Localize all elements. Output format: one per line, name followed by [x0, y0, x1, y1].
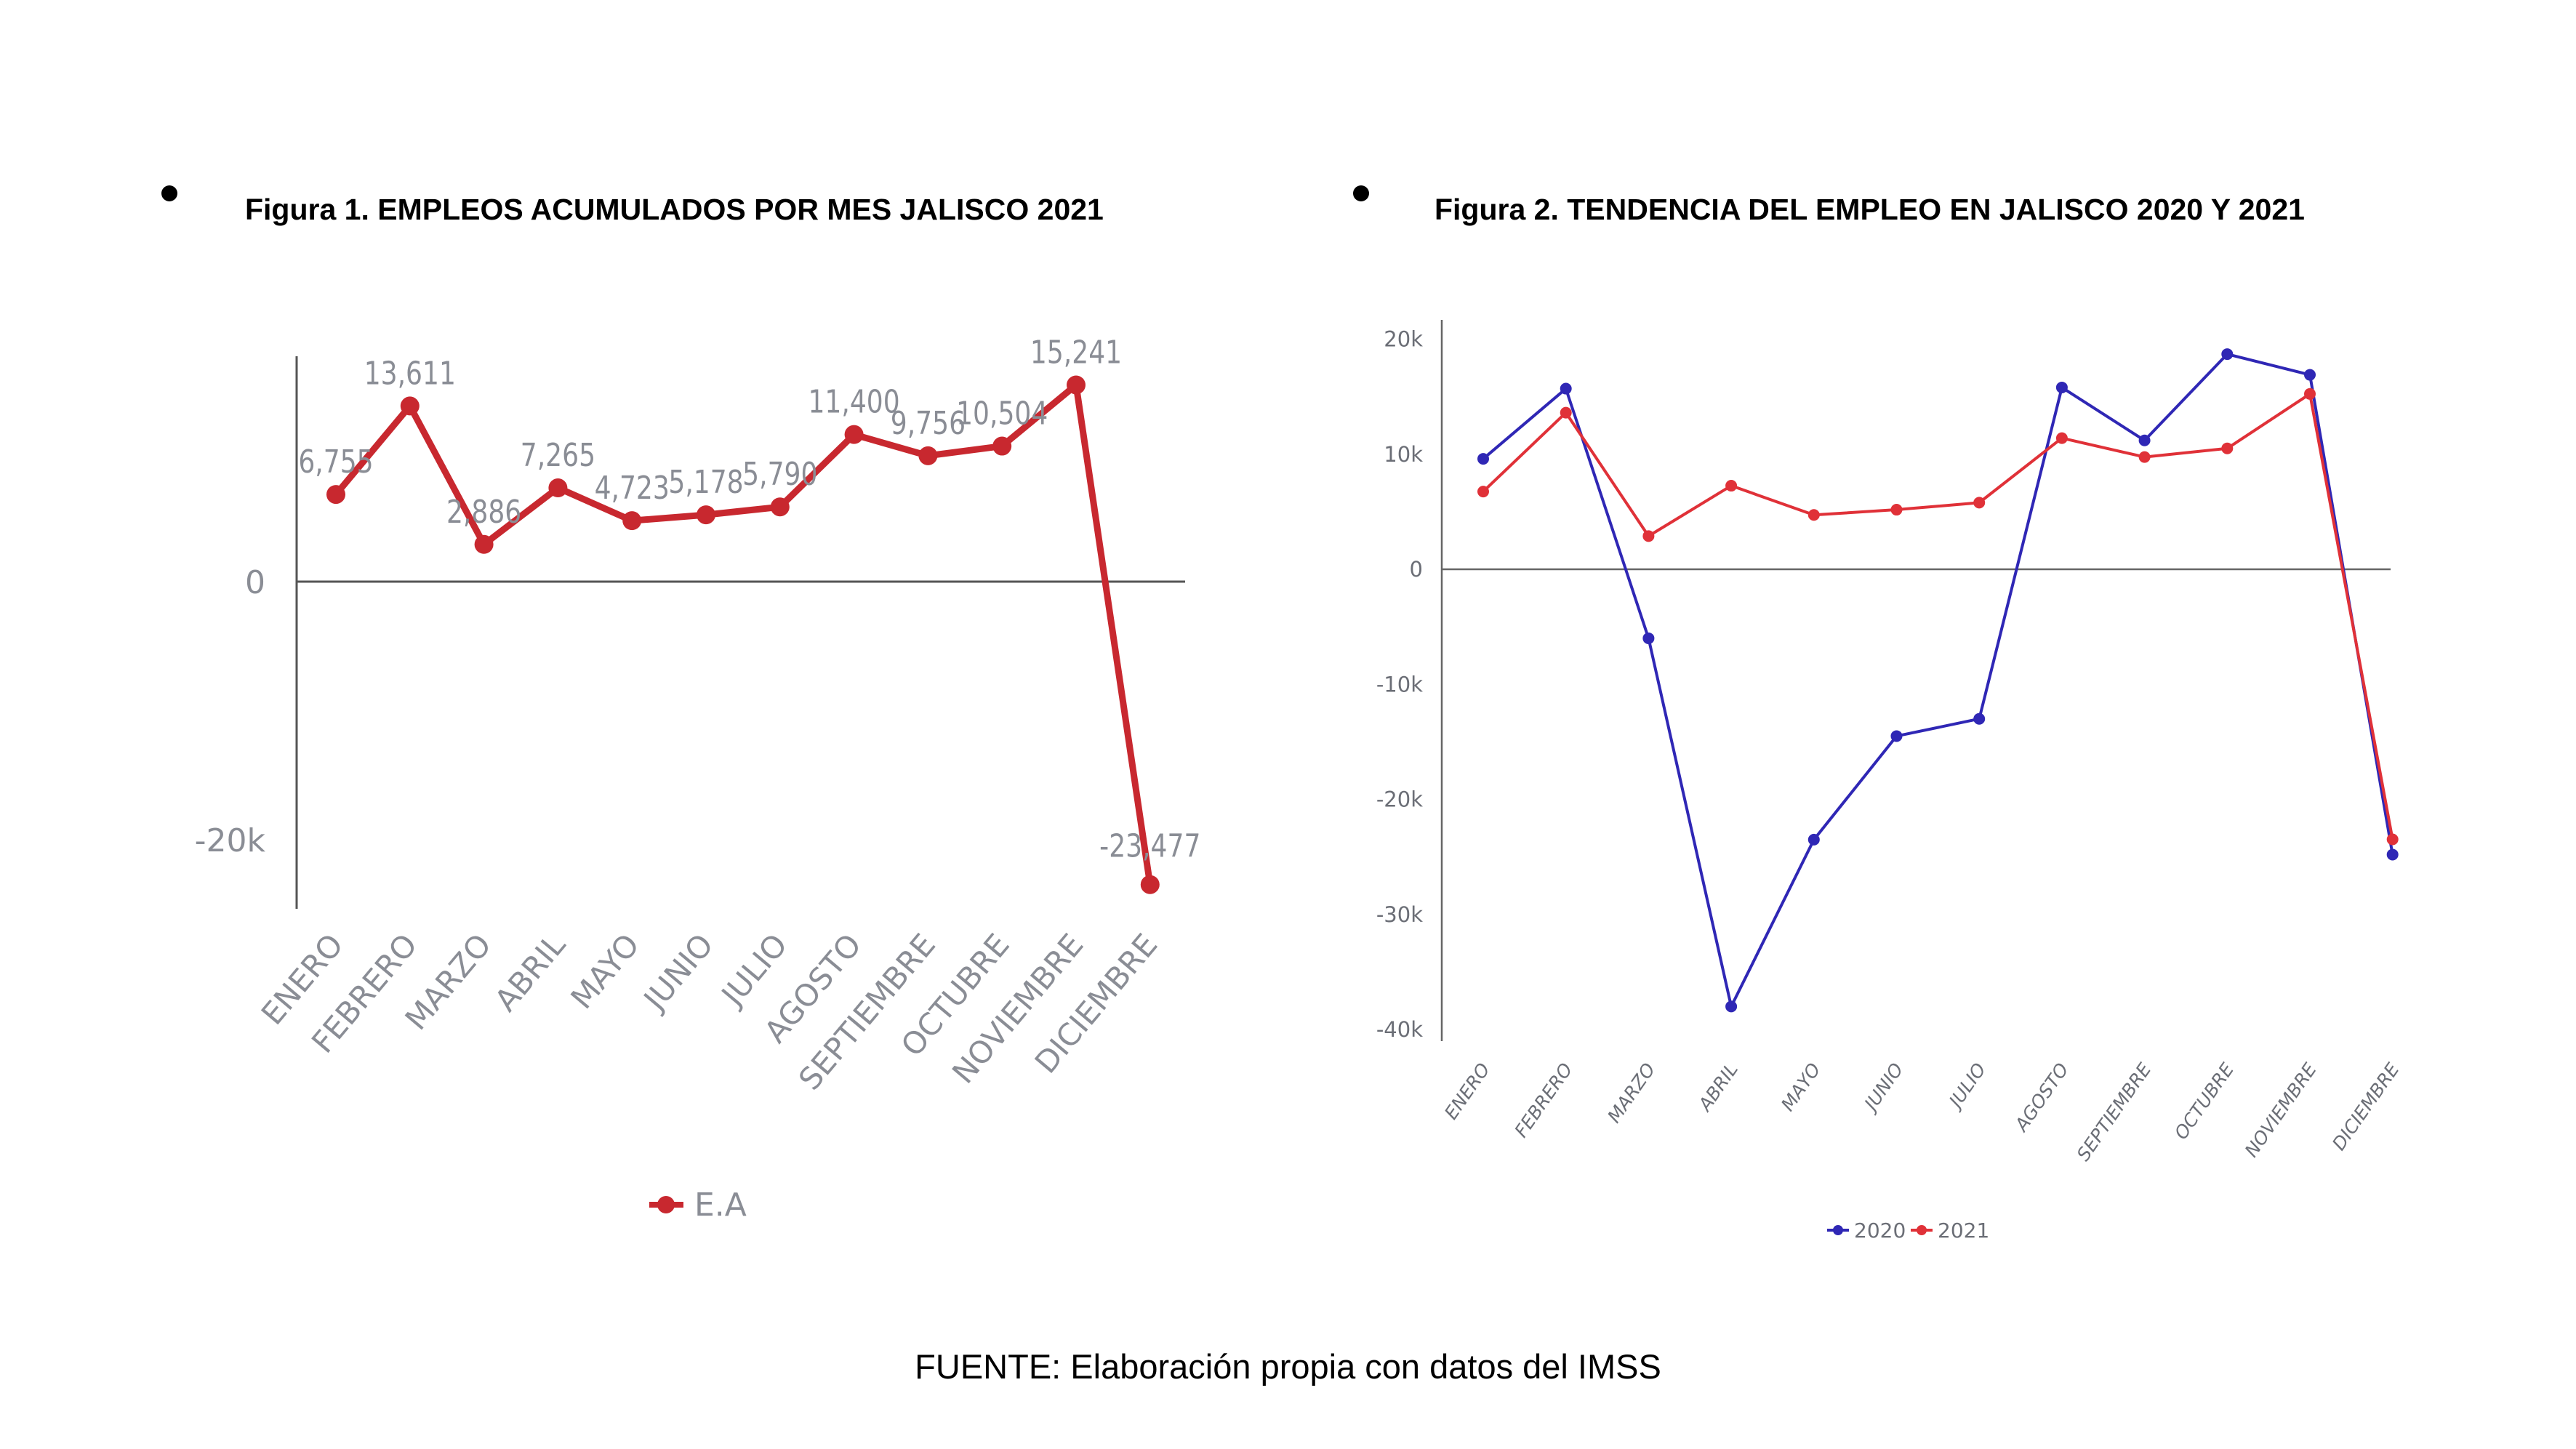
chart2-point-2021: [1973, 497, 1986, 509]
chart2-point-2021: [1477, 486, 1489, 498]
chart1-point: [400, 396, 420, 416]
chart2-point-2020: [1477, 453, 1489, 465]
chart2-series-line-2020: [1482, 353, 2394, 1008]
chart2-point-2021: [1890, 504, 1903, 516]
chart1-point: [1140, 875, 1160, 894]
chart2-x-tick-label: JULIO: [1943, 1059, 1990, 1114]
chart2-x-tick-label: JUNIO: [1858, 1059, 1908, 1117]
chart1-data-label: 2,886: [446, 494, 521, 530]
chart2-point-2021: [2386, 833, 2399, 846]
chart1-data-label: -23,477: [1099, 828, 1200, 864]
chart1-point: [548, 478, 568, 498]
chart2-legend-marker-2020: [1833, 1225, 1843, 1235]
chart2-legend-marker-2021: [1917, 1225, 1927, 1235]
chart2-axes: 20k 10k 0 -10k -20k -30k -40k: [1376, 320, 2391, 1042]
chart1-point: [622, 511, 642, 531]
source-note: FUENTE: Elaboración propia con datos del…: [915, 1347, 1661, 1386]
chart1-points: [326, 375, 1160, 894]
chart1-data-label: 10,504: [956, 396, 1048, 432]
chart1-point: [770, 497, 790, 517]
chart1-data-label: 6,755: [298, 444, 373, 481]
chart1-data-label: 7,265: [521, 438, 595, 474]
bullet-2: [1353, 185, 1369, 201]
bullet-1: [161, 185, 177, 201]
chart2-point-2020: [2138, 434, 2151, 446]
chart2-y-tick-label: -10k: [1376, 672, 1423, 697]
chart1-point: [326, 485, 345, 505]
chart2-x-tick-labels: ENERO FEBRERO MARZO ABRIL MAYO JUNIO JULIO AGOS…: [1440, 1059, 2404, 1165]
chart2-y-tick-label: 0: [1410, 557, 1423, 582]
chart1-data-label: 15,241: [1030, 334, 1122, 371]
chart2-point-2021: [2138, 451, 2151, 463]
chart2-point-2021: [1560, 406, 1572, 419]
chart1-point: [1067, 375, 1086, 395]
chart2-x-tick-label: MAYO: [1777, 1059, 1825, 1115]
chart1-point: [918, 446, 938, 465]
chart2-point-2020: [1560, 382, 1572, 395]
chart2-point-2020: [2304, 369, 2316, 381]
chart2-point-2020: [2221, 348, 2234, 361]
chart2-x-tick-label: ENERO: [1440, 1059, 1494, 1123]
chart2-y-tick-label: 10k: [1384, 442, 1423, 467]
chart1-data-label: 11,400: [808, 384, 900, 420]
chart2-point-2021: [2221, 442, 2234, 454]
chart2-x-tick-label: SEPTIEMBRE: [2073, 1059, 2156, 1165]
chart2-point-2020: [1807, 833, 1820, 846]
chart2-y-tick-label: 20k: [1384, 327, 1423, 352]
chart2-point-2021: [2055, 432, 2068, 444]
chart1-point: [992, 436, 1012, 456]
chart1-series: [333, 381, 1154, 886]
chart2-legend-label-2020: 2020: [1854, 1219, 1906, 1243]
figure2-title: Figura 2. TENDENCIA DEL EMPLEO EN JALISC…: [1435, 193, 2305, 226]
chart1-point: [474, 534, 494, 554]
chart2-y-tick-label: -40k: [1376, 1017, 1423, 1042]
chart1-legend-marker: [657, 1196, 675, 1213]
chart2-x-tick-label: MARZO: [1603, 1059, 1659, 1127]
chart1-axes: 0 -20k: [195, 356, 1185, 909]
chart2-y-tick-label: -30k: [1376, 902, 1423, 927]
chart2-point-2021: [1807, 509, 1820, 521]
chart2-x-tick-label: DICIEMBRE: [2328, 1059, 2404, 1155]
chart2-point-2020: [2386, 848, 2399, 861]
chart1-data-label: 9,756: [891, 405, 966, 441]
chart1-series-line: [333, 381, 1154, 886]
chart1-point: [844, 425, 864, 444]
chart2-point-2021: [1725, 480, 1738, 492]
chart1-data-label: 4,723: [595, 470, 670, 507]
chart2-point-2020: [2055, 381, 2068, 393]
chart2-point-2020: [1725, 1000, 1738, 1013]
chart2-point-2020: [1973, 713, 1986, 725]
chart2-points: [1477, 348, 2399, 1013]
chart1-data-label: 13,611: [364, 356, 456, 392]
chart2-x-tick-label: ABRIL: [1693, 1059, 1742, 1116]
chart2-x-tick-label: OCTUBRE: [2170, 1059, 2238, 1144]
figure1-title: Figura 1. EMPLEOS ACUMULADOS POR MES JAL…: [245, 193, 1104, 226]
chart2-point-2021: [1642, 530, 1655, 542]
chart2-point-2020: [1642, 632, 1655, 644]
chart1-legend-label: E.A: [694, 1187, 747, 1224]
chart2-x-tick-label: AGOSTO: [2010, 1059, 2073, 1136]
chart2-legend: 2020 2021: [1827, 1219, 1989, 1243]
chart2-x-tick-label: NOVIEMBRE: [2241, 1059, 2321, 1161]
chart2-series: [1482, 353, 2394, 1008]
chart2-x-tick-label: FEBRERO: [1510, 1059, 1576, 1141]
chart2-point-2021: [2304, 388, 2316, 400]
chart2-legend-label-2021: 2021: [1938, 1219, 1989, 1243]
chart2-point-2020: [1890, 730, 1903, 742]
chart1-y-tick-label: 0: [245, 564, 265, 601]
chart1-data-label: 5,178: [668, 465, 743, 501]
chart1-data-label: 5,790: [742, 457, 817, 493]
chart1-y-tick-label: -20k: [195, 822, 266, 859]
chart2-series-line-2021: [1482, 392, 2394, 840]
chart1-point: [697, 505, 715, 525]
chart1-legend: E.A: [649, 1187, 747, 1224]
chart2-y-tick-label: -20k: [1376, 787, 1423, 812]
